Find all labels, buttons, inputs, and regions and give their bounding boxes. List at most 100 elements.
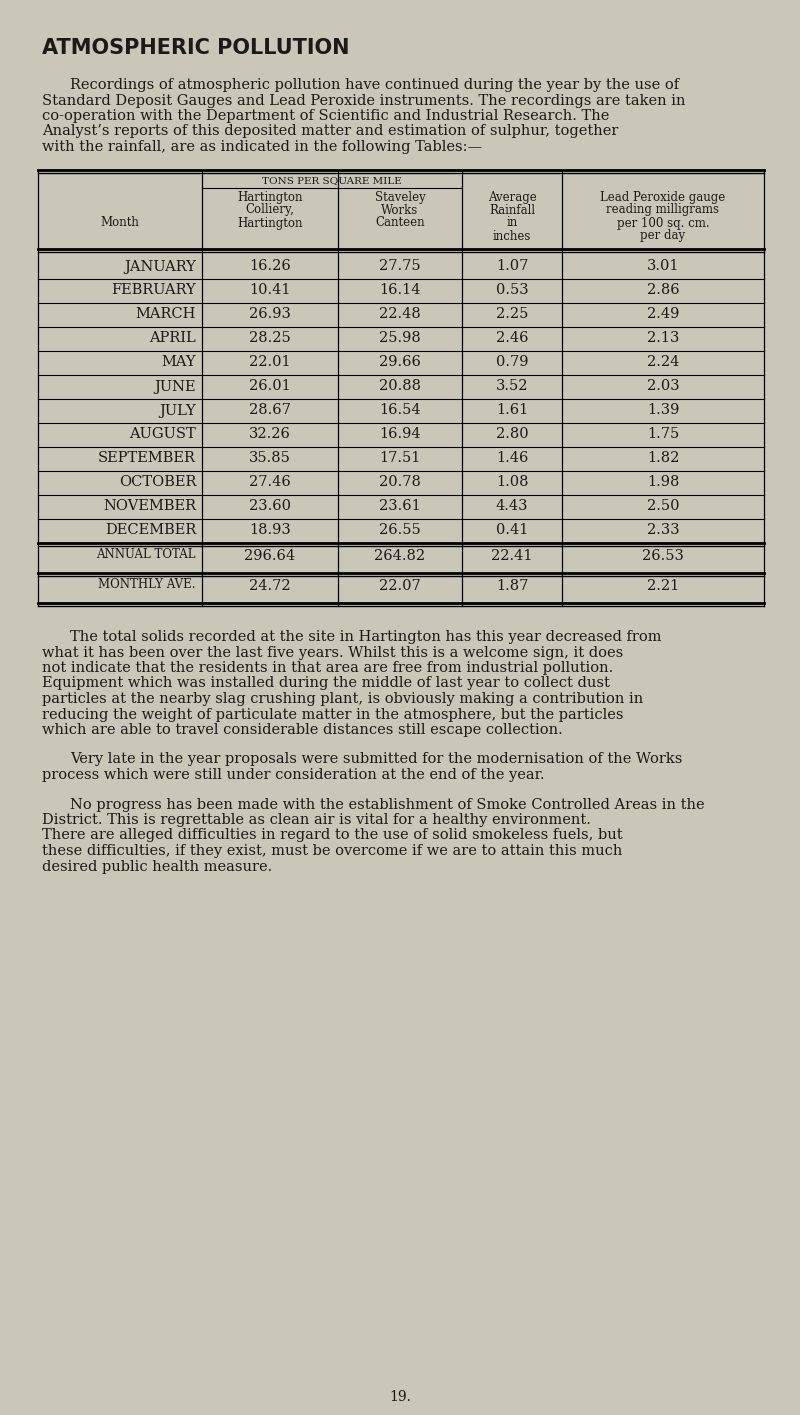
Text: 27.46: 27.46: [249, 475, 291, 490]
Text: particles at the nearby slag crushing plant, is obviously making a contribution : particles at the nearby slag crushing pl…: [42, 692, 643, 706]
Text: 19.: 19.: [389, 1390, 411, 1404]
Text: 22.41: 22.41: [491, 549, 533, 563]
Text: 23.60: 23.60: [249, 499, 291, 514]
Text: APRIL: APRIL: [150, 331, 196, 345]
Text: ATMOSPHERIC POLLUTION: ATMOSPHERIC POLLUTION: [42, 38, 350, 58]
Text: Average: Average: [488, 191, 536, 204]
Text: per 100 sq. cm.: per 100 sq. cm.: [617, 216, 710, 229]
Text: what it has been over the last five years. Whilst this is a welcome sign, it doe: what it has been over the last five year…: [42, 645, 623, 659]
Text: AUGUST: AUGUST: [130, 427, 196, 441]
Text: 2.46: 2.46: [496, 331, 528, 345]
Text: NOVEMBER: NOVEMBER: [103, 499, 196, 514]
Text: Rainfall: Rainfall: [489, 204, 535, 216]
Text: Staveley: Staveley: [374, 191, 426, 204]
Text: TONS PER SQUARE MILE: TONS PER SQUARE MILE: [262, 177, 402, 185]
Text: Month: Month: [101, 216, 139, 229]
Text: reducing the weight of particulate matter in the atmosphere, but the particles: reducing the weight of particulate matte…: [42, 708, 623, 722]
Text: 26.53: 26.53: [642, 549, 684, 563]
Text: these difficulties, if they exist, must be overcome if we are to attain this muc: these difficulties, if they exist, must …: [42, 843, 622, 857]
Text: Recordings of atmospheric pollution have continued during the year by the use of: Recordings of atmospheric pollution have…: [70, 78, 679, 92]
Text: 22.01: 22.01: [249, 355, 291, 369]
Text: reading milligrams: reading milligrams: [606, 204, 719, 216]
Text: 16.14: 16.14: [379, 283, 421, 297]
Text: Standard Deposit Gauges and Lead Peroxide instruments. The recordings are taken : Standard Deposit Gauges and Lead Peroxid…: [42, 93, 686, 108]
Text: 2.33: 2.33: [646, 524, 679, 538]
Text: 2.25: 2.25: [496, 307, 528, 321]
Text: 2.86: 2.86: [646, 283, 679, 297]
Text: 2.13: 2.13: [647, 331, 679, 345]
Text: OCTOBER: OCTOBER: [118, 475, 196, 490]
Text: JULY: JULY: [159, 403, 196, 417]
Text: 296.64: 296.64: [245, 549, 295, 563]
Text: 16.94: 16.94: [379, 427, 421, 441]
Text: ANNUAL TOTAL: ANNUAL TOTAL: [97, 549, 196, 562]
Text: Hartington: Hartington: [238, 216, 302, 229]
Text: 2.49: 2.49: [647, 307, 679, 321]
Text: 3.52: 3.52: [496, 379, 528, 393]
Text: Works: Works: [382, 204, 418, 216]
Text: not indicate that the residents in that area are free from industrial pollution.: not indicate that the residents in that …: [42, 661, 614, 675]
Text: 10.41: 10.41: [250, 283, 290, 297]
Text: 1.46: 1.46: [496, 451, 528, 466]
Text: 16.54: 16.54: [379, 403, 421, 417]
Text: 22.07: 22.07: [379, 579, 421, 593]
Text: 2.03: 2.03: [646, 379, 679, 393]
Text: 25.98: 25.98: [379, 331, 421, 345]
Text: 4.43: 4.43: [496, 499, 528, 514]
Text: 29.66: 29.66: [379, 355, 421, 369]
Text: 26.93: 26.93: [249, 307, 291, 321]
Text: Equipment which was installed during the middle of last year to collect dust: Equipment which was installed during the…: [42, 676, 610, 691]
Text: in: in: [506, 216, 518, 229]
Text: 35.85: 35.85: [249, 451, 291, 466]
Text: JUNE: JUNE: [154, 379, 196, 393]
Text: DECEMBER: DECEMBER: [105, 524, 196, 538]
Text: 23.61: 23.61: [379, 499, 421, 514]
Text: 22.48: 22.48: [379, 307, 421, 321]
Text: 1.87: 1.87: [496, 579, 528, 593]
Text: 24.72: 24.72: [249, 579, 291, 593]
Text: Analyst’s reports of this deposited matter and estimation of sulphur, together: Analyst’s reports of this deposited matt…: [42, 125, 618, 139]
Text: 1.82: 1.82: [647, 451, 679, 466]
Text: 16.26: 16.26: [249, 259, 291, 273]
Text: 2.80: 2.80: [496, 427, 528, 441]
Text: 2.50: 2.50: [646, 499, 679, 514]
Text: with the rainfall, are as indicated in the following Tables:—: with the rainfall, are as indicated in t…: [42, 140, 482, 154]
Text: 26.55: 26.55: [379, 524, 421, 538]
Text: MARCH: MARCH: [136, 307, 196, 321]
Text: The total solids recorded at the site in Hartington has this year decreased from: The total solids recorded at the site in…: [70, 630, 662, 644]
Text: 3.01: 3.01: [646, 259, 679, 273]
Text: 1.07: 1.07: [496, 259, 528, 273]
Text: 20.88: 20.88: [379, 379, 421, 393]
Text: 28.25: 28.25: [249, 331, 291, 345]
Text: Very late in the year proposals were submitted for the modernisation of the Work: Very late in the year proposals were sub…: [70, 753, 682, 767]
Text: 27.75: 27.75: [379, 259, 421, 273]
Text: 1.98: 1.98: [647, 475, 679, 490]
Text: 1.61: 1.61: [496, 403, 528, 417]
Text: 1.75: 1.75: [647, 427, 679, 441]
Text: MONTHLY AVE.: MONTHLY AVE.: [98, 579, 196, 591]
Text: SEPTEMBER: SEPTEMBER: [98, 451, 196, 466]
Text: There are alleged difficulties in regard to the use of solid smokeless fuels, bu: There are alleged difficulties in regard…: [42, 829, 622, 842]
Text: 0.53: 0.53: [496, 283, 528, 297]
Text: 0.41: 0.41: [496, 524, 528, 538]
Text: co-operation with the Department of Scientific and Industrial Research. The: co-operation with the Department of Scie…: [42, 109, 610, 123]
Text: District. This is regrettable as clean air is vital for a healthy environment.: District. This is regrettable as clean a…: [42, 814, 591, 826]
Text: 264.82: 264.82: [374, 549, 426, 563]
Text: Hartington: Hartington: [238, 191, 302, 204]
Text: inches: inches: [493, 229, 531, 242]
Text: MAY: MAY: [162, 355, 196, 369]
Text: JANUARY: JANUARY: [124, 259, 196, 273]
Text: Colliery,: Colliery,: [246, 204, 294, 216]
Text: 1.08: 1.08: [496, 475, 528, 490]
Text: 2.24: 2.24: [647, 355, 679, 369]
Text: process which were still under consideration at the end of the year.: process which were still under considera…: [42, 768, 545, 782]
Text: No progress has been made with the establishment of Smoke Controlled Areas in th: No progress has been made with the estab…: [70, 798, 705, 811]
Text: desired public health measure.: desired public health measure.: [42, 859, 272, 873]
Text: 32.26: 32.26: [249, 427, 291, 441]
Text: 20.78: 20.78: [379, 475, 421, 490]
Text: FEBRUARY: FEBRUARY: [111, 283, 196, 297]
Text: 17.51: 17.51: [379, 451, 421, 466]
Text: 0.79: 0.79: [496, 355, 528, 369]
Text: per day: per day: [641, 229, 686, 242]
Text: Lead Peroxide gauge: Lead Peroxide gauge: [600, 191, 726, 204]
